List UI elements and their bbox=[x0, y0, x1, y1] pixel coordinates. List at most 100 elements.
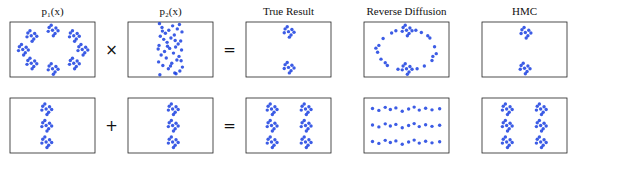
point bbox=[523, 67, 526, 70]
point bbox=[47, 30, 50, 33]
panel bbox=[246, 98, 331, 153]
point bbox=[304, 140, 307, 143]
point bbox=[401, 110, 404, 113]
point bbox=[300, 125, 303, 128]
point bbox=[424, 106, 427, 109]
point bbox=[179, 59, 182, 62]
point bbox=[414, 29, 417, 32]
point bbox=[170, 119, 173, 122]
point bbox=[505, 107, 508, 110]
point bbox=[384, 106, 387, 109]
point bbox=[75, 32, 78, 35]
point bbox=[176, 108, 179, 111]
point bbox=[78, 35, 81, 38]
panel bbox=[128, 98, 213, 153]
point bbox=[305, 113, 308, 116]
point bbox=[510, 141, 513, 144]
point bbox=[438, 124, 441, 127]
point bbox=[171, 124, 174, 127]
point bbox=[286, 25, 289, 28]
point bbox=[72, 34, 75, 37]
point bbox=[505, 124, 508, 127]
point bbox=[384, 122, 387, 125]
point bbox=[540, 113, 543, 116]
point bbox=[430, 108, 433, 111]
point bbox=[30, 34, 33, 37]
point bbox=[508, 122, 511, 125]
point bbox=[525, 36, 528, 39]
point bbox=[157, 60, 160, 63]
panel-title: HMC bbox=[512, 5, 537, 17]
panel-frame bbox=[10, 22, 95, 77]
operator: = bbox=[223, 41, 236, 59]
point bbox=[410, 29, 413, 32]
point bbox=[73, 40, 76, 43]
point bbox=[174, 105, 177, 108]
point bbox=[21, 48, 24, 51]
operator: = bbox=[223, 117, 236, 135]
point bbox=[179, 39, 182, 42]
point bbox=[501, 125, 504, 128]
point bbox=[528, 67, 531, 70]
panel bbox=[10, 98, 95, 153]
point bbox=[377, 142, 380, 145]
point bbox=[43, 102, 46, 105]
point bbox=[166, 45, 169, 48]
point bbox=[538, 119, 541, 122]
panel-frame bbox=[482, 22, 567, 77]
point bbox=[52, 34, 55, 37]
point bbox=[394, 123, 397, 126]
point bbox=[174, 138, 177, 141]
point bbox=[71, 29, 74, 32]
point bbox=[305, 129, 308, 132]
point bbox=[156, 47, 159, 50]
point bbox=[390, 31, 393, 34]
point bbox=[167, 125, 170, 128]
panel bbox=[10, 22, 95, 77]
point bbox=[394, 29, 397, 32]
point bbox=[79, 43, 82, 46]
point bbox=[78, 62, 81, 65]
point bbox=[506, 113, 509, 116]
point bbox=[275, 124, 278, 127]
point bbox=[539, 124, 542, 127]
panel-frame bbox=[128, 98, 213, 153]
point bbox=[377, 125, 380, 128]
point bbox=[40, 108, 43, 111]
point bbox=[433, 45, 436, 48]
point bbox=[51, 67, 54, 70]
point bbox=[167, 67, 170, 70]
operator: × bbox=[105, 41, 118, 59]
point bbox=[44, 107, 47, 110]
point bbox=[287, 66, 290, 69]
point bbox=[269, 102, 272, 105]
point bbox=[309, 124, 312, 127]
point bbox=[501, 141, 504, 144]
panel-frame bbox=[10, 98, 95, 153]
point bbox=[266, 125, 269, 128]
point bbox=[423, 64, 426, 67]
point bbox=[430, 141, 433, 144]
point bbox=[292, 66, 295, 69]
point bbox=[424, 139, 427, 142]
points bbox=[374, 24, 438, 76]
panel bbox=[482, 22, 567, 77]
point bbox=[45, 129, 48, 132]
point bbox=[173, 33, 176, 36]
point bbox=[405, 67, 408, 70]
point bbox=[159, 35, 162, 38]
point bbox=[539, 140, 542, 143]
point bbox=[167, 29, 170, 32]
point bbox=[68, 63, 71, 66]
point bbox=[418, 108, 421, 111]
point bbox=[401, 68, 404, 71]
point bbox=[309, 108, 312, 111]
point bbox=[407, 140, 410, 143]
point bbox=[415, 67, 418, 70]
point bbox=[172, 51, 175, 54]
point bbox=[40, 141, 43, 144]
point bbox=[394, 106, 397, 109]
point bbox=[510, 124, 513, 127]
point bbox=[381, 37, 384, 40]
point bbox=[81, 48, 84, 51]
